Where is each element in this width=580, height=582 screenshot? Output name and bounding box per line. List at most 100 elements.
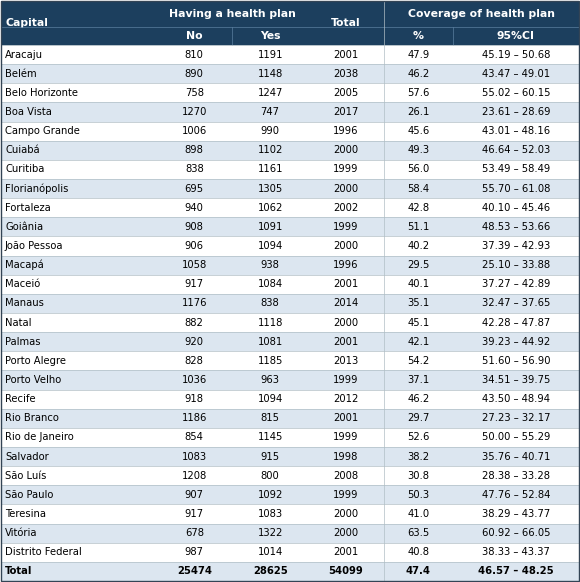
Bar xyxy=(452,332,579,352)
Bar xyxy=(308,485,384,505)
Text: 1185: 1185 xyxy=(258,356,283,366)
Text: 1161: 1161 xyxy=(258,165,283,175)
Bar xyxy=(452,428,579,447)
Bar xyxy=(1,485,157,505)
Bar xyxy=(452,466,579,485)
Text: 27.23 – 32.17: 27.23 – 32.17 xyxy=(481,413,550,423)
Bar xyxy=(157,179,232,198)
Bar xyxy=(1,542,157,562)
Text: 1083: 1083 xyxy=(258,509,282,519)
Text: 1996: 1996 xyxy=(334,126,359,136)
Bar xyxy=(452,122,579,141)
Text: Fortaleza: Fortaleza xyxy=(5,203,51,212)
Text: 2001: 2001 xyxy=(334,413,358,423)
Text: 47.9: 47.9 xyxy=(407,49,429,59)
Text: 1999: 1999 xyxy=(334,222,359,232)
Bar xyxy=(384,64,452,83)
Bar xyxy=(384,236,452,255)
Text: 42.1: 42.1 xyxy=(407,337,429,347)
Bar xyxy=(1,370,157,389)
Bar xyxy=(308,389,384,409)
Text: 2017: 2017 xyxy=(334,107,358,117)
Text: 25474: 25474 xyxy=(177,566,212,576)
Bar xyxy=(1,466,157,485)
Text: 58.4: 58.4 xyxy=(407,183,429,194)
Text: 1081: 1081 xyxy=(258,337,283,347)
Bar xyxy=(308,542,384,562)
Text: 915: 915 xyxy=(260,452,280,462)
Bar xyxy=(232,409,308,428)
Text: 838: 838 xyxy=(185,165,204,175)
Bar xyxy=(384,27,452,45)
Bar xyxy=(1,1,157,45)
Bar xyxy=(157,505,232,524)
Text: 990: 990 xyxy=(260,126,280,136)
Bar xyxy=(308,409,384,428)
Bar xyxy=(232,428,308,447)
Text: 2013: 2013 xyxy=(334,356,358,366)
Bar xyxy=(1,198,157,217)
Text: 43.50 – 48.94: 43.50 – 48.94 xyxy=(482,394,550,404)
Text: 2008: 2008 xyxy=(334,471,358,481)
Text: 51.1: 51.1 xyxy=(407,222,429,232)
Text: 1270: 1270 xyxy=(182,107,207,117)
Bar xyxy=(232,45,308,64)
Text: 46.2: 46.2 xyxy=(407,69,429,79)
Bar xyxy=(157,236,232,255)
Text: Total: Total xyxy=(5,566,32,576)
Text: 917: 917 xyxy=(184,279,204,289)
Text: 918: 918 xyxy=(185,394,204,404)
Bar xyxy=(157,562,232,581)
Text: 920: 920 xyxy=(185,337,204,347)
Text: 1247: 1247 xyxy=(258,88,283,98)
Text: 1118: 1118 xyxy=(258,318,283,328)
Bar xyxy=(1,294,157,313)
Text: São Luís: São Luís xyxy=(5,471,46,481)
Bar xyxy=(232,217,308,236)
Text: Salvador: Salvador xyxy=(5,452,49,462)
Text: 38.29 – 43.77: 38.29 – 43.77 xyxy=(481,509,550,519)
Text: 1208: 1208 xyxy=(182,471,207,481)
Text: 1999: 1999 xyxy=(334,165,359,175)
Text: 1092: 1092 xyxy=(258,490,283,500)
Text: Teresina: Teresina xyxy=(5,509,46,519)
Text: 54099: 54099 xyxy=(329,566,363,576)
Text: 1058: 1058 xyxy=(182,260,207,270)
Text: Coverage of health plan: Coverage of health plan xyxy=(408,9,555,19)
Text: 40.10 – 45.46: 40.10 – 45.46 xyxy=(482,203,550,212)
Bar xyxy=(384,122,452,141)
Bar xyxy=(308,428,384,447)
Bar xyxy=(452,198,579,217)
Bar xyxy=(308,1,384,45)
Bar xyxy=(1,45,157,64)
Bar xyxy=(452,83,579,102)
Bar xyxy=(384,294,452,313)
Bar xyxy=(1,352,157,370)
Bar xyxy=(232,562,308,581)
Text: %: % xyxy=(413,31,424,41)
Bar xyxy=(308,160,384,179)
Bar xyxy=(308,102,384,122)
Bar xyxy=(384,542,452,562)
Text: 38.33 – 43.37: 38.33 – 43.37 xyxy=(482,547,550,558)
Bar xyxy=(452,45,579,64)
Bar xyxy=(157,466,232,485)
Text: Rio Branco: Rio Branco xyxy=(5,413,59,423)
Text: Porto Velho: Porto Velho xyxy=(5,375,61,385)
Bar xyxy=(232,542,308,562)
Bar xyxy=(452,542,579,562)
Text: Belo Horizonte: Belo Horizonte xyxy=(5,88,78,98)
Text: 882: 882 xyxy=(185,318,204,328)
Bar xyxy=(232,160,308,179)
Bar xyxy=(1,562,157,581)
Text: Aracaju: Aracaju xyxy=(5,49,43,59)
Bar xyxy=(308,466,384,485)
Bar xyxy=(384,428,452,447)
Bar xyxy=(232,466,308,485)
Text: 810: 810 xyxy=(185,49,204,59)
Text: Belém: Belém xyxy=(5,69,37,79)
Bar xyxy=(157,409,232,428)
Bar xyxy=(1,122,157,141)
Bar xyxy=(384,332,452,352)
Bar xyxy=(384,1,579,27)
